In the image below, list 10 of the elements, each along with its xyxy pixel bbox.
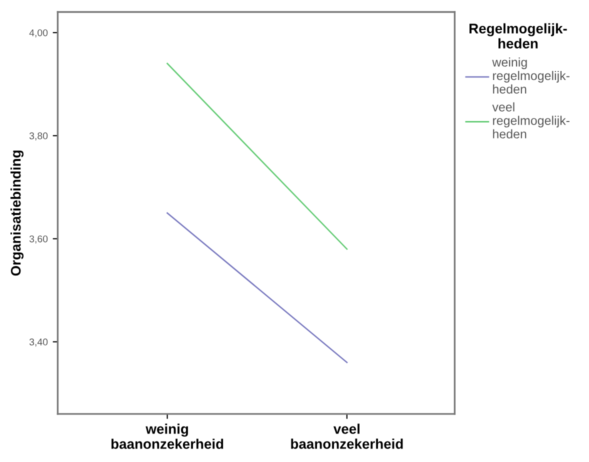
legend-label: weinig regelmogelijk- heden	[492, 57, 570, 94]
x-tick-label: veel baanonzekerheid	[291, 424, 403, 449]
y-tick-label: 4,00	[29, 29, 48, 38]
y-tick-label: 3,80	[29, 132, 48, 140]
y-axis-title: Organisatiebinding	[10, 150, 24, 276]
legend-title: Regelmogelijk- heden	[470, 23, 567, 48]
y-tick-label: 3,60	[29, 235, 48, 244]
legend-label: veel regelmogelijk- heden	[492, 102, 570, 138]
y-tick-label: 3,40	[29, 338, 48, 347]
x-tick-label: weinig baanonzekerheid	[111, 424, 224, 449]
